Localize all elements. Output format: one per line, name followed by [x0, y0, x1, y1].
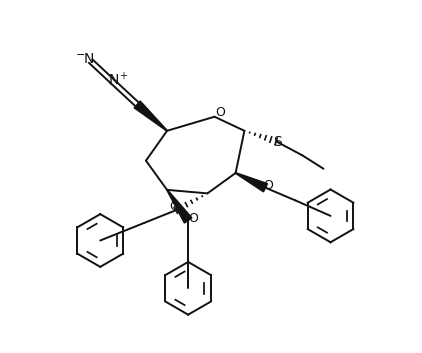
- Polygon shape: [134, 101, 167, 131]
- Text: N: N: [84, 52, 94, 66]
- Text: O: O: [216, 106, 225, 119]
- Text: N: N: [109, 73, 119, 87]
- Text: O: O: [189, 212, 198, 225]
- Text: +: +: [119, 71, 127, 81]
- Polygon shape: [235, 173, 268, 192]
- Text: O: O: [263, 179, 273, 192]
- Text: O: O: [169, 200, 179, 213]
- Polygon shape: [167, 190, 192, 223]
- Text: −: −: [76, 50, 85, 60]
- Text: S: S: [273, 135, 281, 149]
